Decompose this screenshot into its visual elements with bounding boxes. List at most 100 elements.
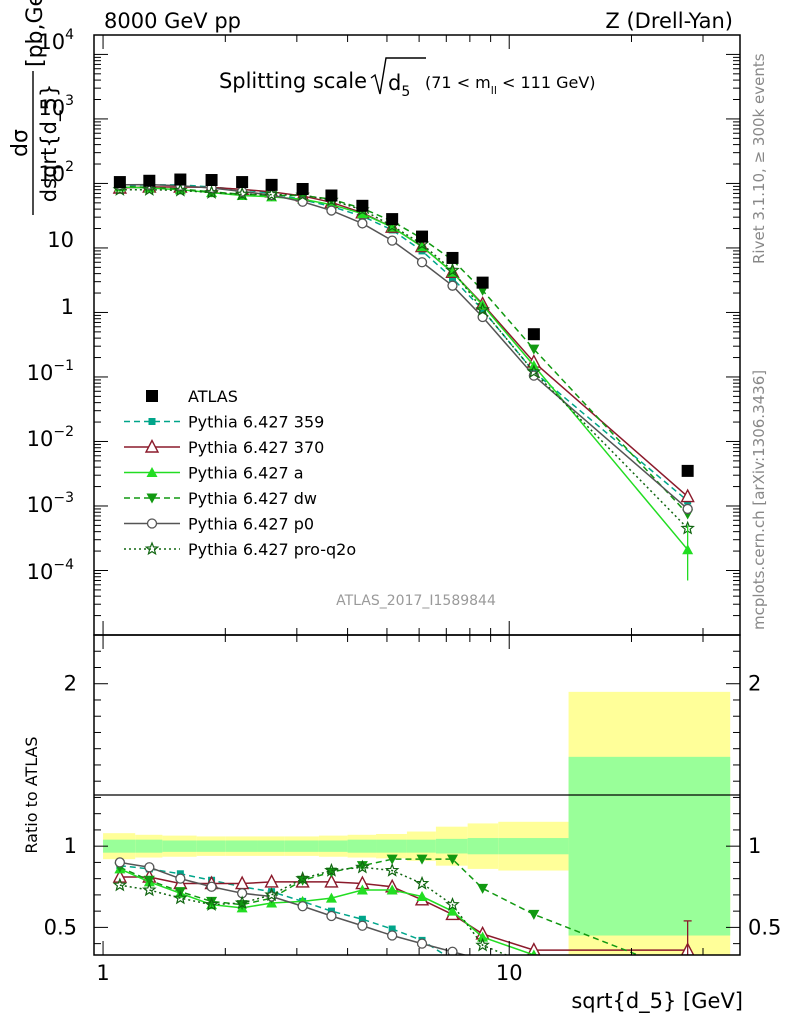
point-p370 [680, 488, 695, 503]
ratio-point-p359 [530, 981, 537, 988]
point-atlas [476, 276, 489, 289]
ratio-point-pdw [356, 861, 368, 872]
ratio-band-stat [467, 838, 499, 855]
ratio-point-pp0 [175, 873, 186, 884]
ratio-y-tick-labels: 0.5 0.5 1 1 2 2 [44, 672, 782, 940]
y-label-numerator: dσ [8, 129, 33, 157]
axis-ticks [94, 34, 740, 955]
ratio-plot-frame [93, 634, 741, 956]
point-atlas [143, 174, 156, 187]
header-left: 8000 GeV pp [104, 9, 241, 33]
y-tick-label-1em3: 10−3 [27, 490, 74, 517]
legend-label-pq2o: Pythia 6.427 pro-q2o [188, 540, 356, 559]
legend-item-pq2o: Pythia 6.427 pro-q2o [124, 540, 356, 559]
ratio-point-pp0 [683, 962, 692, 971]
ratio-band-stat [196, 840, 226, 852]
plot-title: Splitting scale d5 (71 < mll < 111 GeV) [219, 57, 596, 100]
ratio-tick-label-right: 1 [748, 834, 761, 858]
legend-item-pa: Pythia 6.427 a [124, 464, 304, 483]
side-label-rivet: Rivet 3.1.10, ≥ 300k events [750, 53, 768, 264]
ratio-point-pa [356, 884, 368, 895]
legend-marker-atlas [146, 390, 158, 402]
point-pp0 [387, 235, 398, 246]
point-atlas [446, 251, 459, 264]
legend-label-pdw: Pythia 6.427 dw [188, 489, 317, 508]
ratio-tick-label-right: 0.5 [748, 915, 781, 939]
ratio-point-p370 [324, 873, 339, 888]
ratio-point-pdw [446, 854, 458, 865]
point-atlas [296, 182, 309, 195]
legend-item-p359: Pythia 6.427 359 [124, 413, 324, 432]
ratio-band-stat [103, 839, 136, 853]
ratio-line-p359 [119, 864, 447, 955]
ratio-band-stat [135, 839, 163, 853]
point-pq2o [445, 262, 460, 277]
point-pdw [528, 344, 540, 355]
legend-label-pp0: Pythia 6.427 p0 [188, 515, 314, 534]
ratio-tick-label-left: 2 [64, 672, 77, 696]
title-sqrt-sign [370, 57, 426, 95]
ratio-point-pdw [143, 875, 155, 886]
ratio-band-stat [376, 839, 407, 853]
point-atlas [416, 230, 429, 243]
ratio-point-pp0 [297, 901, 308, 912]
ratio-point-pq2o [445, 896, 460, 911]
legend-item-p370: Pythia 6.427 370 [124, 438, 324, 457]
legend-marker-pa [146, 467, 158, 477]
point-atlas [174, 173, 187, 186]
point-pq2o [234, 186, 250, 201]
ratio-tick-label-left: 1 [64, 834, 77, 858]
legend-label-atlas: ATLAS [188, 387, 238, 406]
ratio-band-stat [568, 756, 731, 936]
ratio-point-pdw [386, 854, 398, 865]
y-label-unit: [pb,GeV-1] [21, 0, 48, 67]
legend-item-atlas: ATLAS [146, 387, 238, 406]
ratio-point-pq2o [528, 960, 539, 971]
ratio-point-pq2o [142, 882, 157, 897]
point-atlas [236, 176, 249, 189]
point-p359 [448, 274, 456, 282]
ratio-band-stat [284, 840, 319, 852]
ratio-band-stat [162, 840, 197, 852]
legend-marker-p359 [148, 418, 156, 425]
y-tick-label-1em4: 10−4 [27, 557, 74, 584]
point-atlas [205, 174, 218, 187]
title-main: Splitting scale [219, 69, 367, 93]
y-tick-label-1e1: 10 [47, 228, 74, 252]
legend-label-pa: Pythia 6.427 a [188, 464, 304, 483]
main-y-tick-labels: 104 103 102 10 1 10−1 10−2 10−3 10−4 [27, 27, 74, 584]
ratio-point-p370 [527, 942, 541, 955]
ratio-point-pq2o [264, 887, 279, 902]
legend-marker-pq2o [144, 541, 160, 556]
x-tick-labels: 1 10 [96, 961, 522, 985]
ratio-plot-series [112, 854, 695, 988]
ratio-y-axis-label: Ratio to ATLAS [22, 736, 41, 853]
ratio-point-pa [325, 892, 337, 903]
ratio-point-pdw [682, 970, 693, 980]
ratio-point-p370 [264, 873, 279, 888]
x-axis-label: sqrt{d_5} [GeV] [571, 989, 743, 1014]
ratio-band-stat [318, 840, 348, 852]
ratio-point-pq2o [384, 862, 400, 877]
point-pq2o [173, 182, 188, 197]
legend-marker-p370 [144, 438, 160, 453]
point-pq2o [264, 187, 279, 201]
ratio-point-pp0 [357, 920, 368, 931]
point-atlas [681, 464, 694, 477]
ratio-point-pdw [477, 883, 489, 894]
ratio-point-pq2o [324, 862, 339, 877]
legend-item-pp0: Pythia 6.427 p0 [124, 515, 314, 534]
ratio-point-pq2o [475, 937, 490, 952]
y-label-denominator: dsqrt{d_5} [37, 84, 62, 202]
ratio-point-pdw [416, 854, 428, 865]
main-plot-series [112, 173, 695, 581]
point-pp0 [326, 205, 337, 216]
legend-label-p370: Pythia 6.427 370 [188, 438, 324, 457]
ratio-point-p370 [112, 869, 128, 883]
ratio-point-pp0 [114, 857, 126, 868]
point-pq2o [475, 302, 490, 316]
ratio-point-pa [386, 884, 398, 895]
x-tick-label: 10 [496, 961, 523, 985]
point-atlas [527, 328, 540, 341]
ratio-band-stat [347, 839, 377, 853]
